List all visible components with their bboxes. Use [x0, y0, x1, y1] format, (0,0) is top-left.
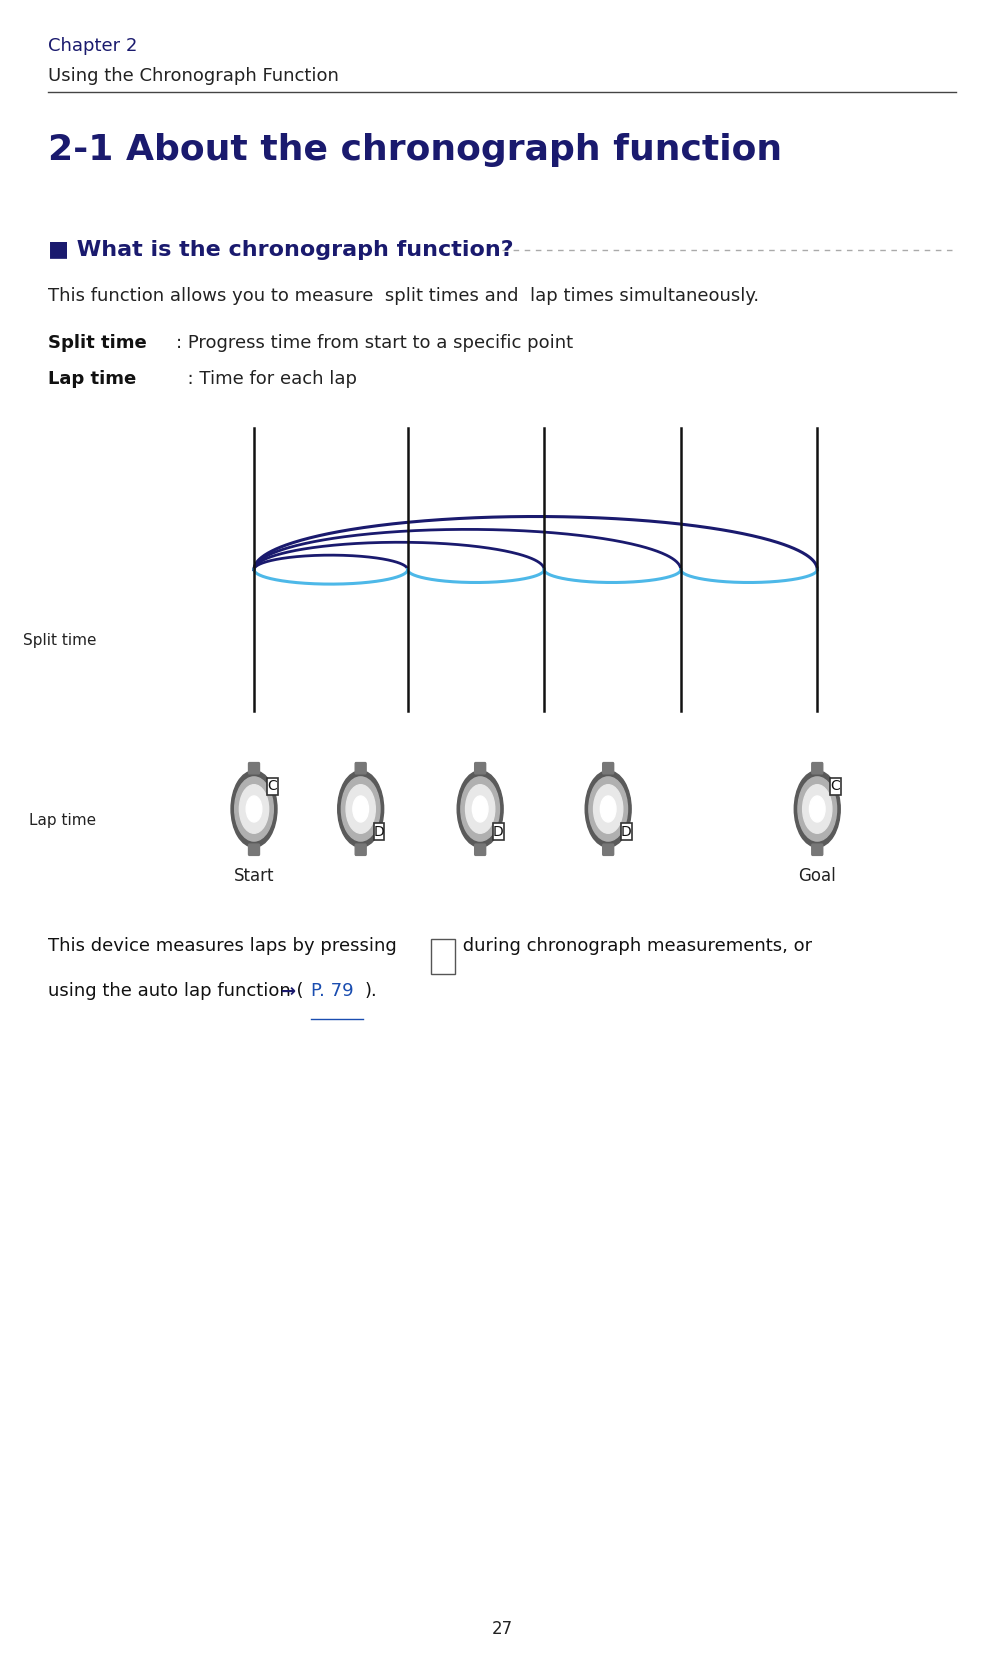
Text: →: →	[281, 982, 296, 1001]
Circle shape	[793, 771, 840, 847]
Text: ■ What is the chronograph function?: ■ What is the chronograph function?	[48, 240, 514, 260]
Text: Lap time: Lap time	[29, 814, 96, 829]
Circle shape	[465, 784, 494, 834]
Circle shape	[239, 784, 269, 834]
Text: Using the Chronograph Function: Using the Chronograph Function	[48, 67, 339, 85]
FancyBboxPatch shape	[811, 844, 821, 856]
FancyBboxPatch shape	[249, 762, 259, 774]
Text: D: D	[373, 824, 384, 839]
FancyBboxPatch shape	[602, 844, 613, 856]
FancyBboxPatch shape	[249, 844, 259, 856]
Circle shape	[593, 784, 622, 834]
Text: D: D	[621, 824, 631, 839]
Text: Goal: Goal	[797, 867, 835, 886]
Text: This function allows you to measure  split times and  lap times simultaneously.: This function allows you to measure spli…	[48, 287, 758, 305]
Text: Lap time: Lap time	[48, 370, 136, 389]
FancyBboxPatch shape	[474, 762, 485, 774]
Circle shape	[235, 777, 273, 841]
Text: C: C	[829, 779, 840, 794]
FancyBboxPatch shape	[373, 822, 384, 841]
FancyBboxPatch shape	[829, 777, 840, 796]
Circle shape	[460, 777, 498, 841]
Circle shape	[797, 777, 835, 841]
Text: Chapter 2: Chapter 2	[48, 37, 137, 55]
FancyBboxPatch shape	[811, 762, 821, 774]
FancyBboxPatch shape	[430, 939, 454, 974]
FancyBboxPatch shape	[355, 762, 366, 774]
Circle shape	[346, 784, 375, 834]
Text: 2-1 About the chronograph function: 2-1 About the chronograph function	[48, 133, 781, 167]
Circle shape	[808, 796, 824, 822]
Text: : Progress time from start to a specific point: : Progress time from start to a specific…	[176, 334, 573, 352]
Text: D: D	[492, 824, 504, 839]
Circle shape	[585, 771, 631, 847]
Text: P. 79: P. 79	[311, 982, 353, 1001]
FancyBboxPatch shape	[267, 777, 277, 796]
Circle shape	[589, 777, 627, 841]
Text: D: D	[437, 951, 447, 962]
Text: 27: 27	[490, 1620, 513, 1638]
Circle shape	[337, 771, 383, 847]
Text: This device measures laps by pressing: This device measures laps by pressing	[48, 937, 402, 956]
Text: C: C	[267, 779, 277, 794]
FancyBboxPatch shape	[602, 762, 613, 774]
FancyBboxPatch shape	[621, 822, 631, 841]
Text: ).: ).	[364, 982, 377, 1001]
Circle shape	[341, 777, 379, 841]
FancyBboxPatch shape	[355, 844, 366, 856]
Circle shape	[352, 796, 368, 822]
Text: Start: Start	[234, 867, 274, 886]
Circle shape	[471, 796, 487, 822]
Circle shape	[246, 796, 262, 822]
Text: during chronograph measurements, or: during chronograph measurements, or	[456, 937, 811, 956]
Circle shape	[231, 771, 277, 847]
FancyBboxPatch shape	[492, 822, 504, 841]
FancyBboxPatch shape	[474, 844, 485, 856]
Text: Split time: Split time	[48, 334, 146, 352]
Circle shape	[600, 796, 616, 822]
Circle shape	[456, 771, 503, 847]
Circle shape	[801, 784, 831, 834]
Text: Split time: Split time	[23, 632, 96, 647]
Text: using the auto lap function (: using the auto lap function (	[48, 982, 303, 1001]
Text: : Time for each lap: : Time for each lap	[176, 370, 356, 389]
